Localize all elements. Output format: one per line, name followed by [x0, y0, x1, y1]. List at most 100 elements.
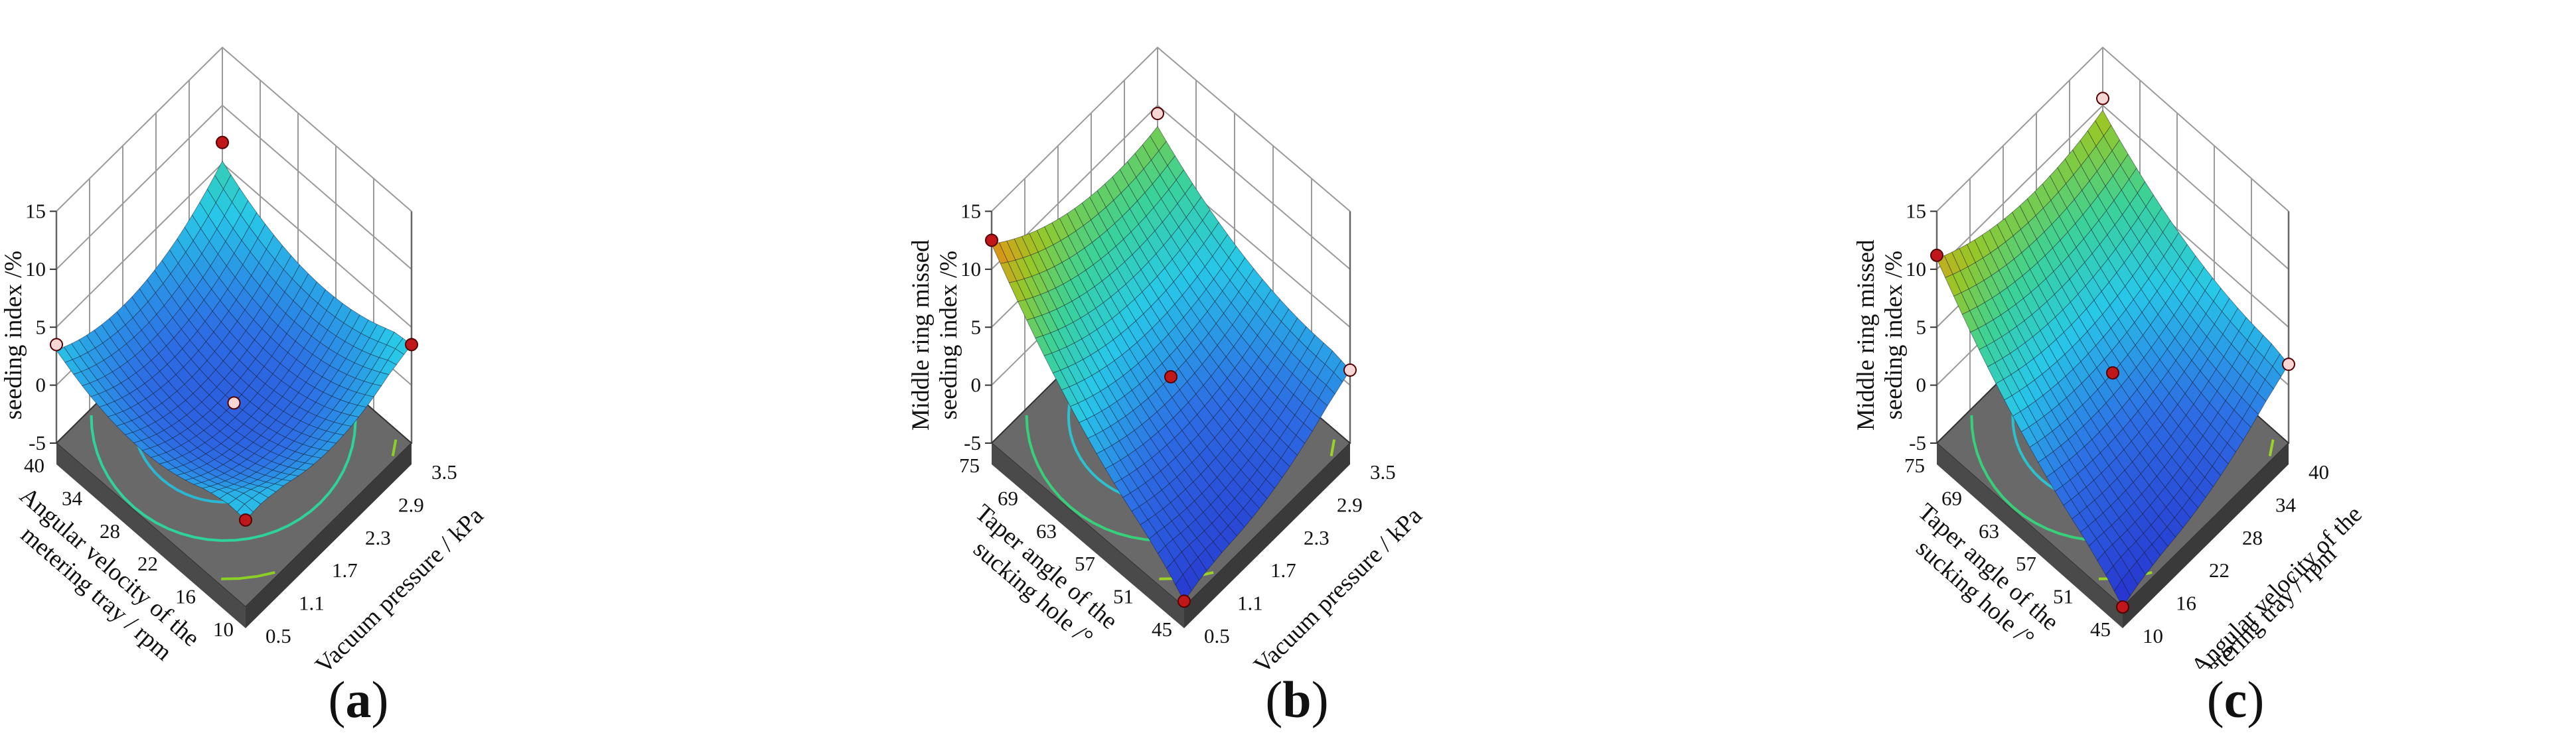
base-side-left — [1937, 443, 2123, 628]
panel-b: 15 10 5 0 -5 Middle ring missed seeding index … — [859, 0, 1717, 735]
design-points — [50, 135, 418, 527]
z-axis-label: Middle ring missed — [907, 239, 935, 431]
design-point-marker — [1930, 248, 1943, 262]
contour-line — [2268, 439, 2275, 456]
surface-plot-b: 15 10 5 0 -5 Middle ring missed seeding index … — [907, 46, 1428, 669]
z-tick-label: 10 — [25, 257, 46, 281]
z-tick-label: 5 — [36, 315, 46, 338]
design-point-marker — [2096, 92, 2109, 105]
design-points — [1930, 92, 2295, 614]
z-axis-label: seeding index /% — [1880, 251, 1908, 420]
design-point-marker — [50, 338, 63, 352]
right-axis-tick-label: 34 — [2275, 493, 2297, 516]
left-axis-tick-label: 57 — [2016, 552, 2036, 575]
right-axis-tick-label: 3.5 — [431, 460, 457, 484]
z-tick-label: 10 — [960, 257, 981, 281]
surface-cell — [1175, 574, 1192, 602]
left-axis-tick-label: 10 — [213, 618, 234, 641]
contour-line — [221, 570, 275, 580]
right-axis-tick-label: 1.1 — [299, 592, 325, 615]
contour-line — [1329, 439, 1336, 456]
left-axis-tick-label: 22 — [137, 552, 158, 575]
right-axis-tick-label: 2.9 — [398, 493, 424, 516]
right-axis-tick-label: 22 — [2209, 559, 2230, 582]
design-point-marker — [2116, 600, 2129, 614]
base-side-left — [992, 443, 1184, 628]
design-point-marker — [1177, 594, 1191, 608]
z-axis-label: seeding index /% — [0, 251, 27, 420]
design-point-marker — [405, 338, 418, 352]
right-axis-tick-label: 2.3 — [1304, 526, 1329, 549]
z-tick-label: 15 — [960, 200, 981, 223]
surface-cell — [2113, 579, 2131, 608]
caption-a: (a) — [328, 671, 389, 728]
left-axis-tick-label: 75 — [959, 454, 980, 477]
left-axis-tick-label: 45 — [1152, 618, 1172, 641]
design-point-marker — [1343, 363, 1357, 377]
right-axis-tick-label: 2.3 — [365, 526, 391, 549]
response-surface — [991, 125, 1351, 602]
design-point-marker — [2106, 366, 2119, 380]
z-tick-label: -5 — [1909, 431, 1926, 454]
design-point-marker — [1151, 107, 1164, 121]
design-points — [985, 107, 1357, 608]
left-axis-tick-label: 45 — [2090, 618, 2111, 641]
right-axis-tick-label: 0.5 — [1204, 624, 1230, 647]
base-side-right — [1184, 443, 1350, 628]
right-axis-tick-label: 0.5 — [265, 624, 291, 647]
left-axis-tick-label: 57 — [1075, 552, 1095, 575]
left-axis-tick-label: 69 — [998, 486, 1018, 509]
base-side-right — [246, 443, 412, 628]
z-tick-label: 15 — [1906, 200, 1926, 223]
right-axis-tick-label: 1.1 — [1237, 592, 1263, 615]
left-axis-tick-label: 69 — [1941, 486, 1962, 509]
right-axis-tick-label: 1.7 — [332, 559, 358, 582]
base-side-left — [56, 443, 246, 628]
z-tick-label: 0 — [971, 373, 982, 397]
left-axis-tick-label: 51 — [1113, 585, 1134, 608]
right-axis-tick-label: 3.5 — [1370, 460, 1396, 484]
z-tick-label: -5 — [964, 431, 981, 454]
response-surface — [56, 160, 412, 521]
design-point-marker — [1164, 369, 1177, 383]
z-tick-label: 15 — [25, 200, 46, 223]
left-axis-tick-label: 16 — [175, 585, 196, 608]
left-axis-tick-label: 63 — [1036, 519, 1057, 543]
caption-c: (c) — [2206, 671, 2265, 728]
z-axis-label: seeding index /% — [935, 251, 962, 420]
z-tick-label: 5 — [1916, 315, 1927, 338]
left-axis-tick-label: 63 — [1979, 519, 1999, 543]
left-axis-tick-label: 28 — [100, 519, 120, 543]
z-tick-label: 0 — [1916, 373, 1927, 397]
z-tick-label: 0 — [36, 373, 46, 397]
response-surface — [1936, 109, 2289, 608]
design-point-marker — [239, 513, 252, 527]
design-point-marker — [2282, 358, 2295, 371]
surface-plot-c: 15 10 5 0 -5 Middle ring missed seeding index … — [1853, 46, 2368, 669]
z-axis-label: Middle ring missed — [1853, 239, 1880, 431]
contour-line — [90, 396, 357, 542]
z-tick-label: -5 — [29, 431, 46, 454]
contour-line — [391, 439, 398, 456]
right-axis-tick-label: 28 — [2242, 526, 2263, 549]
base-side-right — [2123, 443, 2289, 628]
design-point-marker — [216, 135, 229, 149]
z-tick-label: 10 — [1906, 257, 1926, 281]
panel-c: 15 10 5 0 -5 Middle ring missed seeding index … — [1718, 0, 2576, 735]
right-axis-tick-label: 1.7 — [1270, 559, 1296, 582]
left-axis-tick-label: 34 — [62, 486, 83, 509]
z-tick-label: 5 — [971, 315, 982, 338]
design-point-marker — [227, 396, 241, 410]
right-axis-tick-label: 40 — [2309, 460, 2329, 484]
right-axis-tick-label: 2.9 — [1337, 493, 1363, 516]
right-axis-tick-label: 16 — [2176, 592, 2196, 615]
left-axis-tick-label: 51 — [2053, 585, 2074, 608]
design-point-marker — [985, 234, 998, 247]
caption-b: (b) — [1265, 671, 1329, 728]
